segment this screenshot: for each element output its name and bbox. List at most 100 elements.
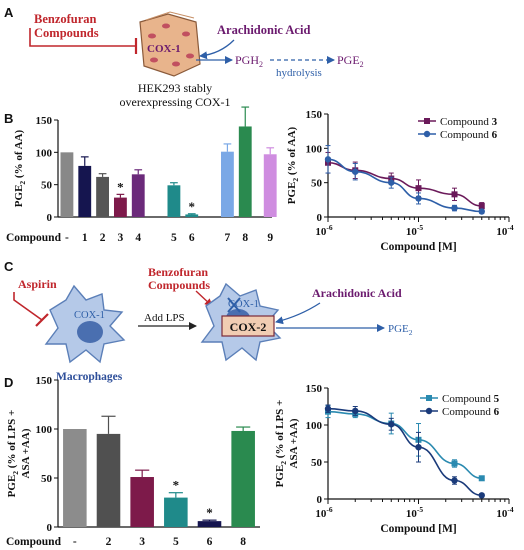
bar [197,521,222,527]
data-point [415,195,422,202]
substrate-arrow-a [199,39,235,60]
x-tick-label: 2 [100,232,106,244]
panel-d: D 0 50 100 150 - 2 3 * 5 * 6 8 Compound PGE2 (% of LP… [4,375,514,548]
data-point [451,477,458,484]
y-axis-label-line-1: PGE2 (% of LPS + [6,410,20,498]
x-tick-label: 8 [242,232,248,244]
data-point [451,191,458,198]
x-tick-label: 6 [207,536,213,548]
data-point [478,208,485,215]
bar [96,433,121,527]
data-point [324,156,332,163]
legend-label: Compound 6 [442,406,500,418]
macrophages-label: Macrophages [56,371,123,383]
benzofuran-label-c1: Benzofuran [148,265,208,279]
x-tick-label: 5 [171,232,177,244]
pge2-label-a: PGE2 [337,53,364,69]
data-point [324,405,332,412]
y-tick-label: 150 [36,115,53,127]
bar [231,430,255,527]
y-axis-label: PGE2 (% of LPS + ASA +AA) [6,410,32,498]
inhibition-arrow-a [29,28,138,54]
cox1-blocked-x [227,297,241,313]
y-tick-label: 0 [317,212,323,224]
data-point [388,179,395,186]
legend-label: Compound 6 [440,129,498,141]
chart-b-right: 0 50 100 150 10-6 10-5 10-4 Compound [M] PGE2 (%… [286,109,514,253]
benzofuran-label-c2: Compounds [148,278,210,292]
bar [78,165,92,217]
y-tick-label: 100 [36,147,53,159]
data-point [415,185,422,192]
legend-swatch-marker [423,130,431,138]
chart-d-left: 0 50 100 150 - 2 3 * 5 * 6 8 Compound PGE2 (% of LPS … [6,375,260,548]
data-point [352,168,359,175]
y-tick-label: 0 [47,522,53,534]
panel-a: A Benzofuran Compounds COX-1 Arachidonic… [4,5,364,109]
arachidonic-acid-label-c: Arachidonic Acid [312,286,402,300]
cox2-label: COX-2 [230,320,267,334]
aspirin-inhibition [13,292,49,327]
x-tick-label: 9 [267,232,273,244]
substrate-arrow-c [275,302,321,325]
y-axis-label-line-1: PGE2 (% of LPS + [274,400,288,488]
legend-label: Compound 3 [440,116,498,128]
data-point [451,204,458,212]
hydrolysis-label: hydrolysis [276,67,322,79]
data-point [415,444,422,451]
bar [130,477,154,527]
bar [263,154,277,217]
data-point [352,407,359,415]
y-tick-label: 0 [47,212,53,224]
legend-label: Compound 5 [442,393,500,405]
macrophage-cell-icon-1 [44,284,126,364]
cox2-box [221,315,275,337]
panel-a-letter: A [4,5,14,20]
y-tick-label: 50 [311,178,323,190]
series-line [327,410,482,480]
panel-c-letter: C [4,259,14,274]
x-tick-label: 8 [240,536,246,548]
series-line [327,161,482,207]
y-tick-label: 50 [41,180,53,192]
y-tick-label: 150 [36,375,53,387]
y-tick-label: 100 [306,420,323,432]
data-point [478,203,485,210]
legend-swatch-marker [424,118,430,124]
y-tick-label: 100 [36,424,53,436]
x-tick-label: 10-6 [315,223,332,238]
chart-d-right: 0 50 100 150 10-6 10-5 10-4 Compound [M] PGE2 (%… [274,383,514,535]
significance-star: * [173,478,180,493]
benzofuran-label-a2: Compounds [34,26,99,40]
bar [238,126,252,217]
x-tick-label: 5 [173,536,179,548]
bar [164,497,188,527]
y-tick-label: 100 [306,143,323,155]
data-point [478,475,485,482]
hek-label-2: overexpressing COX-1 [120,95,231,109]
data-point [478,492,485,499]
bar [113,197,127,217]
x-axis-label: Compound [6,536,62,548]
bar [63,429,87,527]
bar [185,214,199,217]
chart-b-left: 0 50 100 150 - 1 2 * 3 4 5 * 6 7 8 9 Compound PGE2 (% of … [6,106,277,244]
y-axis-label: PGE2 (% of AA) [13,129,27,207]
cox1-label-c2: COX-1 [228,299,259,310]
y-axis-label-line-2: ASA +AA) [288,418,300,468]
x-tick-label: 10-5 [406,505,423,520]
cox1-label-a: COX-1 [147,43,181,55]
hek293-cell-icon [139,11,201,77]
y-tick-label: 150 [306,109,323,121]
legend-swatch-marker [426,395,432,401]
y-axis-label-text: PGE2 (% of AA) [13,129,27,207]
bar [220,151,234,217]
x-tick-label: 3 [118,232,124,244]
bar [167,185,181,217]
add-lps-label: Add LPS [144,312,185,324]
y-tick-label: 50 [311,457,323,469]
x-axis-label: Compound [M] [380,241,456,253]
pge2-label-c: PGE2 [388,323,413,337]
panel-b: B 0 50 100 150 - 1 2 * 3 4 5 * 6 7 8 9 Compound PGE2 (% o… [4,106,514,253]
